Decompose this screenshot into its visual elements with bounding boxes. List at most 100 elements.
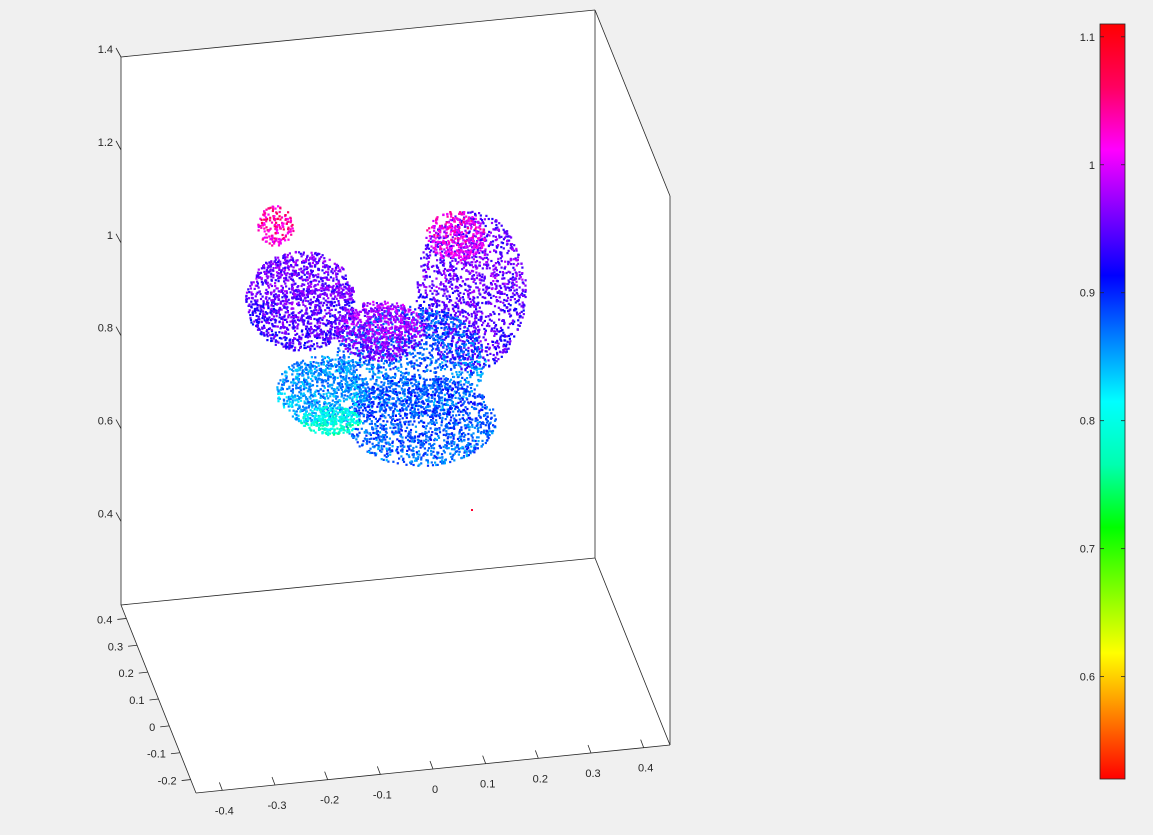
- cloud-point: [271, 304, 273, 306]
- cloud-point: [429, 312, 431, 314]
- cloud-point: [464, 230, 466, 232]
- cloud-point: [313, 330, 315, 332]
- cloud-point: [395, 400, 397, 402]
- cloud-point: [433, 285, 435, 287]
- cloud-point: [494, 305, 496, 307]
- cloud-point: [346, 304, 348, 306]
- cloud-point: [430, 354, 432, 356]
- cloud-point: [267, 291, 269, 293]
- cloud-point: [458, 454, 460, 456]
- cloud-point: [379, 377, 381, 379]
- cloud-point: [300, 317, 302, 319]
- cloud-point: [331, 268, 333, 270]
- cloud-point: [464, 450, 466, 452]
- cloud-point: [261, 267, 263, 269]
- cloud-point: [429, 276, 431, 278]
- cloud-point: [507, 261, 509, 263]
- cloud-point: [486, 430, 488, 432]
- cloud-point: [476, 384, 478, 386]
- cloud-point: [261, 321, 263, 323]
- cloud-point: [426, 365, 428, 367]
- cloud-point: [427, 255, 429, 257]
- cloud-point: [445, 326, 447, 328]
- cloud-point: [316, 276, 318, 278]
- cloud-point: [453, 273, 455, 275]
- cloud-point: [487, 293, 489, 295]
- cloud-point: [253, 281, 255, 283]
- cloud-point: [344, 307, 346, 309]
- z-tick-mark: [116, 512, 121, 521]
- cloud-point: [370, 378, 372, 380]
- cloud-point: [396, 419, 398, 421]
- cloud-point: [470, 301, 472, 303]
- cloud-point: [318, 289, 320, 291]
- cloud-point: [467, 347, 469, 349]
- cloud-point: [452, 236, 454, 238]
- cloud-point: [443, 323, 445, 325]
- cloud-point: [376, 444, 378, 446]
- cloud-point: [421, 314, 423, 316]
- cloud-point: [477, 348, 479, 350]
- cloud-point: [329, 341, 331, 343]
- cloud-point: [277, 326, 279, 328]
- cloud-point: [485, 215, 487, 217]
- cloud-point: [278, 298, 280, 300]
- cloud-point: [471, 261, 473, 263]
- cloud-point: [400, 364, 402, 366]
- z-tick-mark: [116, 420, 121, 429]
- cloud-point: [271, 334, 273, 336]
- cloud-point: [476, 372, 478, 374]
- cloud-point: [473, 278, 475, 280]
- cloud-point: [251, 303, 253, 305]
- cloud-point: [253, 321, 255, 323]
- cloud-point: [476, 277, 478, 279]
- cloud-point: [505, 345, 507, 347]
- cloud-point: [455, 346, 457, 348]
- cloud-point: [301, 285, 303, 287]
- cloud-point: [383, 404, 385, 406]
- cloud-point: [340, 284, 342, 286]
- cloud-point: [375, 326, 377, 328]
- cloud-point: [469, 272, 471, 274]
- cloud-point: [275, 339, 277, 341]
- cloud-point: [287, 333, 289, 335]
- cloud-point: [280, 318, 282, 320]
- cloud-point: [275, 332, 277, 334]
- cloud-point: [442, 405, 444, 407]
- cloud-point: [482, 267, 484, 269]
- cloud-point: [512, 273, 514, 275]
- cloud-point: [311, 314, 313, 316]
- cloud-point: [324, 264, 326, 266]
- cloud-point: [475, 282, 477, 284]
- cloud-point: [474, 388, 476, 390]
- cloud-point: [306, 326, 308, 328]
- cloud-point: [433, 270, 435, 272]
- cloud-point: [482, 396, 484, 398]
- cloud-point: [424, 278, 426, 280]
- cloud-point: [513, 335, 515, 337]
- cloud-point: [308, 317, 310, 319]
- cloud-point: [460, 346, 462, 348]
- cloud-point: [481, 274, 483, 276]
- cloud-point: [329, 309, 331, 311]
- cloud-point: [431, 310, 433, 312]
- cloud-point: [299, 292, 301, 294]
- cloud-point: [328, 331, 330, 333]
- cloud-point: [452, 325, 454, 327]
- cloud-point: [435, 362, 437, 364]
- cloud-point: [338, 350, 340, 352]
- cloud-point: [443, 259, 445, 261]
- cloud-point: [295, 290, 297, 292]
- cloud-point: [498, 346, 500, 348]
- cloud-point: [482, 289, 484, 291]
- cloud-point: [254, 299, 256, 301]
- cloud-point: [331, 321, 333, 323]
- cloud-point: [412, 385, 414, 387]
- cloud-point: [343, 357, 345, 359]
- cloud-point: [268, 286, 270, 288]
- cloud-point: [453, 441, 455, 443]
- cloud-point: [439, 314, 441, 316]
- cloud-point: [483, 250, 485, 252]
- cloud-point: [492, 341, 494, 343]
